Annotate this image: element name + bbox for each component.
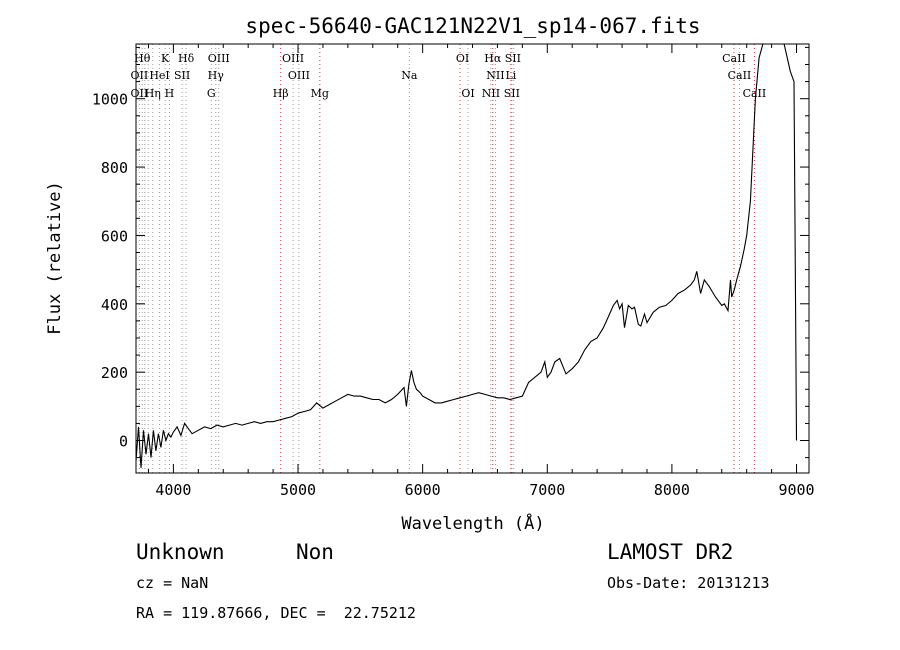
- x-axis-ticks: 4000 5000 6000 7000 8000 9000: [147, 44, 815, 499]
- line-label: SII: [174, 69, 190, 82]
- spectrum-line: [135, 43, 798, 468]
- survey-name: LAMOST DR2: [607, 540, 734, 564]
- chart-title: spec-56640-GAC121N22V1_sp14-067.fits: [245, 14, 700, 38]
- line-label: OII: [131, 69, 149, 82]
- line-label: OI: [461, 87, 474, 100]
- x-tick-label: 8000: [654, 481, 690, 499]
- line-label: Hγ: [208, 69, 225, 82]
- y-tick-label: 0: [119, 433, 128, 451]
- line-label: OIII: [208, 52, 230, 65]
- y-tick-label: 400: [101, 296, 128, 314]
- y-tick-label: 200: [101, 364, 128, 382]
- line-label: Hβ: [273, 87, 289, 100]
- redshift-value: cz = NaN: [136, 574, 209, 592]
- line-label: NII: [486, 69, 504, 82]
- line-label: OIII: [288, 69, 310, 82]
- y-axis-ticks: 0 200 400 600 800 1000: [92, 46, 809, 459]
- line-label: Li: [505, 69, 516, 82]
- line-label: Hθ: [134, 52, 151, 65]
- x-tick-label: 5000: [280, 481, 316, 499]
- x-tick-label: 7000: [529, 481, 565, 499]
- y-tick-label: 800: [101, 159, 128, 177]
- line-label: OI: [456, 52, 469, 65]
- object-subclass: Non: [296, 540, 334, 564]
- line-label: G: [207, 87, 216, 100]
- line-label: Hη: [145, 87, 161, 100]
- x-tick-label: 6000: [405, 481, 441, 499]
- line-label: Hδ: [178, 52, 195, 65]
- line-label: CaII: [722, 52, 746, 65]
- x-axis-label: Wavelength (Å): [401, 512, 544, 534]
- plot-frame: [135, 43, 810, 474]
- line-label: SII: [504, 87, 520, 100]
- x-tick-label: 4000: [155, 481, 191, 499]
- x-tick-label: 9000: [778, 481, 814, 499]
- line-label: OIII: [282, 52, 304, 65]
- line-label: CaII: [728, 69, 752, 82]
- line-label: NII: [482, 87, 500, 100]
- coordinates: RA = 119.87666, DEC = 22.75212: [136, 604, 416, 622]
- line-label: H: [165, 87, 175, 100]
- y-tick-label: 600: [101, 227, 128, 245]
- line-label: OII: [131, 87, 149, 100]
- line-label: Na: [401, 69, 418, 82]
- observation-date: Obs-Date: 20131213: [607, 574, 770, 592]
- y-axis-label: Flux (relative): [45, 181, 65, 335]
- line-label: Hα: [484, 52, 502, 65]
- line-label: HeI: [149, 69, 169, 82]
- line-label: K: [161, 52, 170, 65]
- line-label: Mg: [311, 87, 329, 100]
- line-label: SII: [505, 52, 521, 65]
- object-class: Unknown: [136, 540, 225, 564]
- line-label: CaII: [743, 87, 767, 100]
- line-markers: [138, 44, 755, 473]
- y-tick-label: 1000: [92, 91, 128, 109]
